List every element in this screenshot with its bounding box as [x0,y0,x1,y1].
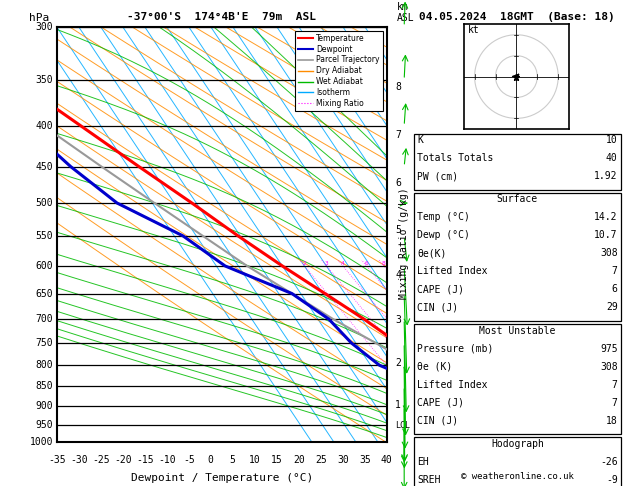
Text: Dewpoint / Temperature (°C): Dewpoint / Temperature (°C) [131,473,313,484]
Text: 7: 7 [395,130,401,140]
Text: 600: 600 [36,261,53,271]
Text: 4: 4 [395,270,401,280]
Title: -37°00'S  174°4B'E  79m  ASL: -37°00'S 174°4B'E 79m ASL [127,12,316,22]
Text: CAPE (J): CAPE (J) [417,284,464,295]
Text: -26: -26 [600,457,618,467]
Text: 15: 15 [271,455,282,465]
Text: 40: 40 [606,153,618,163]
Text: 5: 5 [395,225,401,235]
Text: 18: 18 [606,416,618,426]
Text: -15: -15 [136,455,153,465]
Text: -10: -10 [158,455,175,465]
Text: -35: -35 [48,455,65,465]
Text: 6: 6 [365,261,369,266]
Text: LCL: LCL [395,421,410,430]
Text: 650: 650 [36,289,53,298]
Text: Lifted Index: Lifted Index [417,266,487,277]
Text: CAPE (J): CAPE (J) [417,398,464,408]
Text: 7: 7 [612,398,618,408]
Text: EH: EH [417,457,429,467]
Text: 7: 7 [612,380,618,390]
Text: 6: 6 [612,284,618,295]
Text: 350: 350 [36,75,53,85]
Text: PW (cm): PW (cm) [417,171,458,181]
Text: -30: -30 [70,455,87,465]
Text: θe(K): θe(K) [417,248,447,259]
Text: 4: 4 [341,261,345,266]
Text: 30: 30 [337,455,348,465]
Text: -9: -9 [606,475,618,485]
Text: 14.2: 14.2 [594,212,618,223]
Text: 3: 3 [395,314,401,325]
Text: 6: 6 [395,178,401,188]
Text: 8: 8 [395,82,401,92]
Text: -25: -25 [92,455,109,465]
Text: 400: 400 [36,121,53,131]
Text: km
ASL: km ASL [397,2,415,23]
Text: 1.92: 1.92 [594,171,618,181]
Text: 3: 3 [325,261,328,266]
Text: 2: 2 [303,261,306,266]
Text: 850: 850 [36,381,53,391]
Text: 975: 975 [600,344,618,354]
Text: 40: 40 [381,455,392,465]
Text: 35: 35 [359,455,370,465]
Text: 800: 800 [36,360,53,370]
Text: Temp (°C): Temp (°C) [417,212,470,223]
Text: © weatheronline.co.uk: © weatheronline.co.uk [460,472,574,481]
Text: 550: 550 [36,231,53,241]
Text: 750: 750 [36,338,53,348]
Text: Mixing Ratio (g/kg): Mixing Ratio (g/kg) [399,187,409,299]
Text: hPa: hPa [28,14,49,23]
Text: 10.7: 10.7 [594,230,618,241]
Text: 700: 700 [36,314,53,324]
Text: 25: 25 [315,455,326,465]
Text: 900: 900 [36,401,53,411]
Text: θe (K): θe (K) [417,362,452,372]
Text: Lifted Index: Lifted Index [417,380,487,390]
Text: 0: 0 [208,455,214,465]
Text: 8: 8 [382,261,386,266]
Text: 04.05.2024  18GMT  (Base: 18): 04.05.2024 18GMT (Base: 18) [419,12,615,22]
Text: 950: 950 [36,419,53,430]
Text: 500: 500 [36,198,53,208]
Text: 10: 10 [249,455,260,465]
Text: SREH: SREH [417,475,440,485]
Text: Surface: Surface [497,194,538,205]
Text: Totals Totals: Totals Totals [417,153,493,163]
Text: 300: 300 [36,22,53,32]
Text: 308: 308 [600,362,618,372]
Text: kt: kt [469,25,480,35]
Text: K: K [417,135,423,145]
Text: -20: -20 [114,455,131,465]
Text: 10: 10 [606,135,618,145]
Text: 308: 308 [600,248,618,259]
Text: 5: 5 [230,455,236,465]
Text: 7: 7 [612,266,618,277]
Text: Pressure (mb): Pressure (mb) [417,344,493,354]
Text: 1: 1 [395,400,401,410]
Text: 29: 29 [606,302,618,312]
Text: Dewp (°C): Dewp (°C) [417,230,470,241]
Text: CIN (J): CIN (J) [417,416,458,426]
Text: -5: -5 [183,455,194,465]
Text: Hodograph: Hodograph [491,439,544,449]
Text: 450: 450 [36,162,53,172]
Text: Most Unstable: Most Unstable [479,326,555,336]
Text: 2: 2 [395,358,401,368]
Text: 1000: 1000 [30,437,53,447]
Legend: Temperature, Dewpoint, Parcel Trajectory, Dry Adiabat, Wet Adiabat, Isotherm, Mi: Temperature, Dewpoint, Parcel Trajectory… [295,31,383,111]
Text: CIN (J): CIN (J) [417,302,458,312]
Text: 20: 20 [293,455,304,465]
